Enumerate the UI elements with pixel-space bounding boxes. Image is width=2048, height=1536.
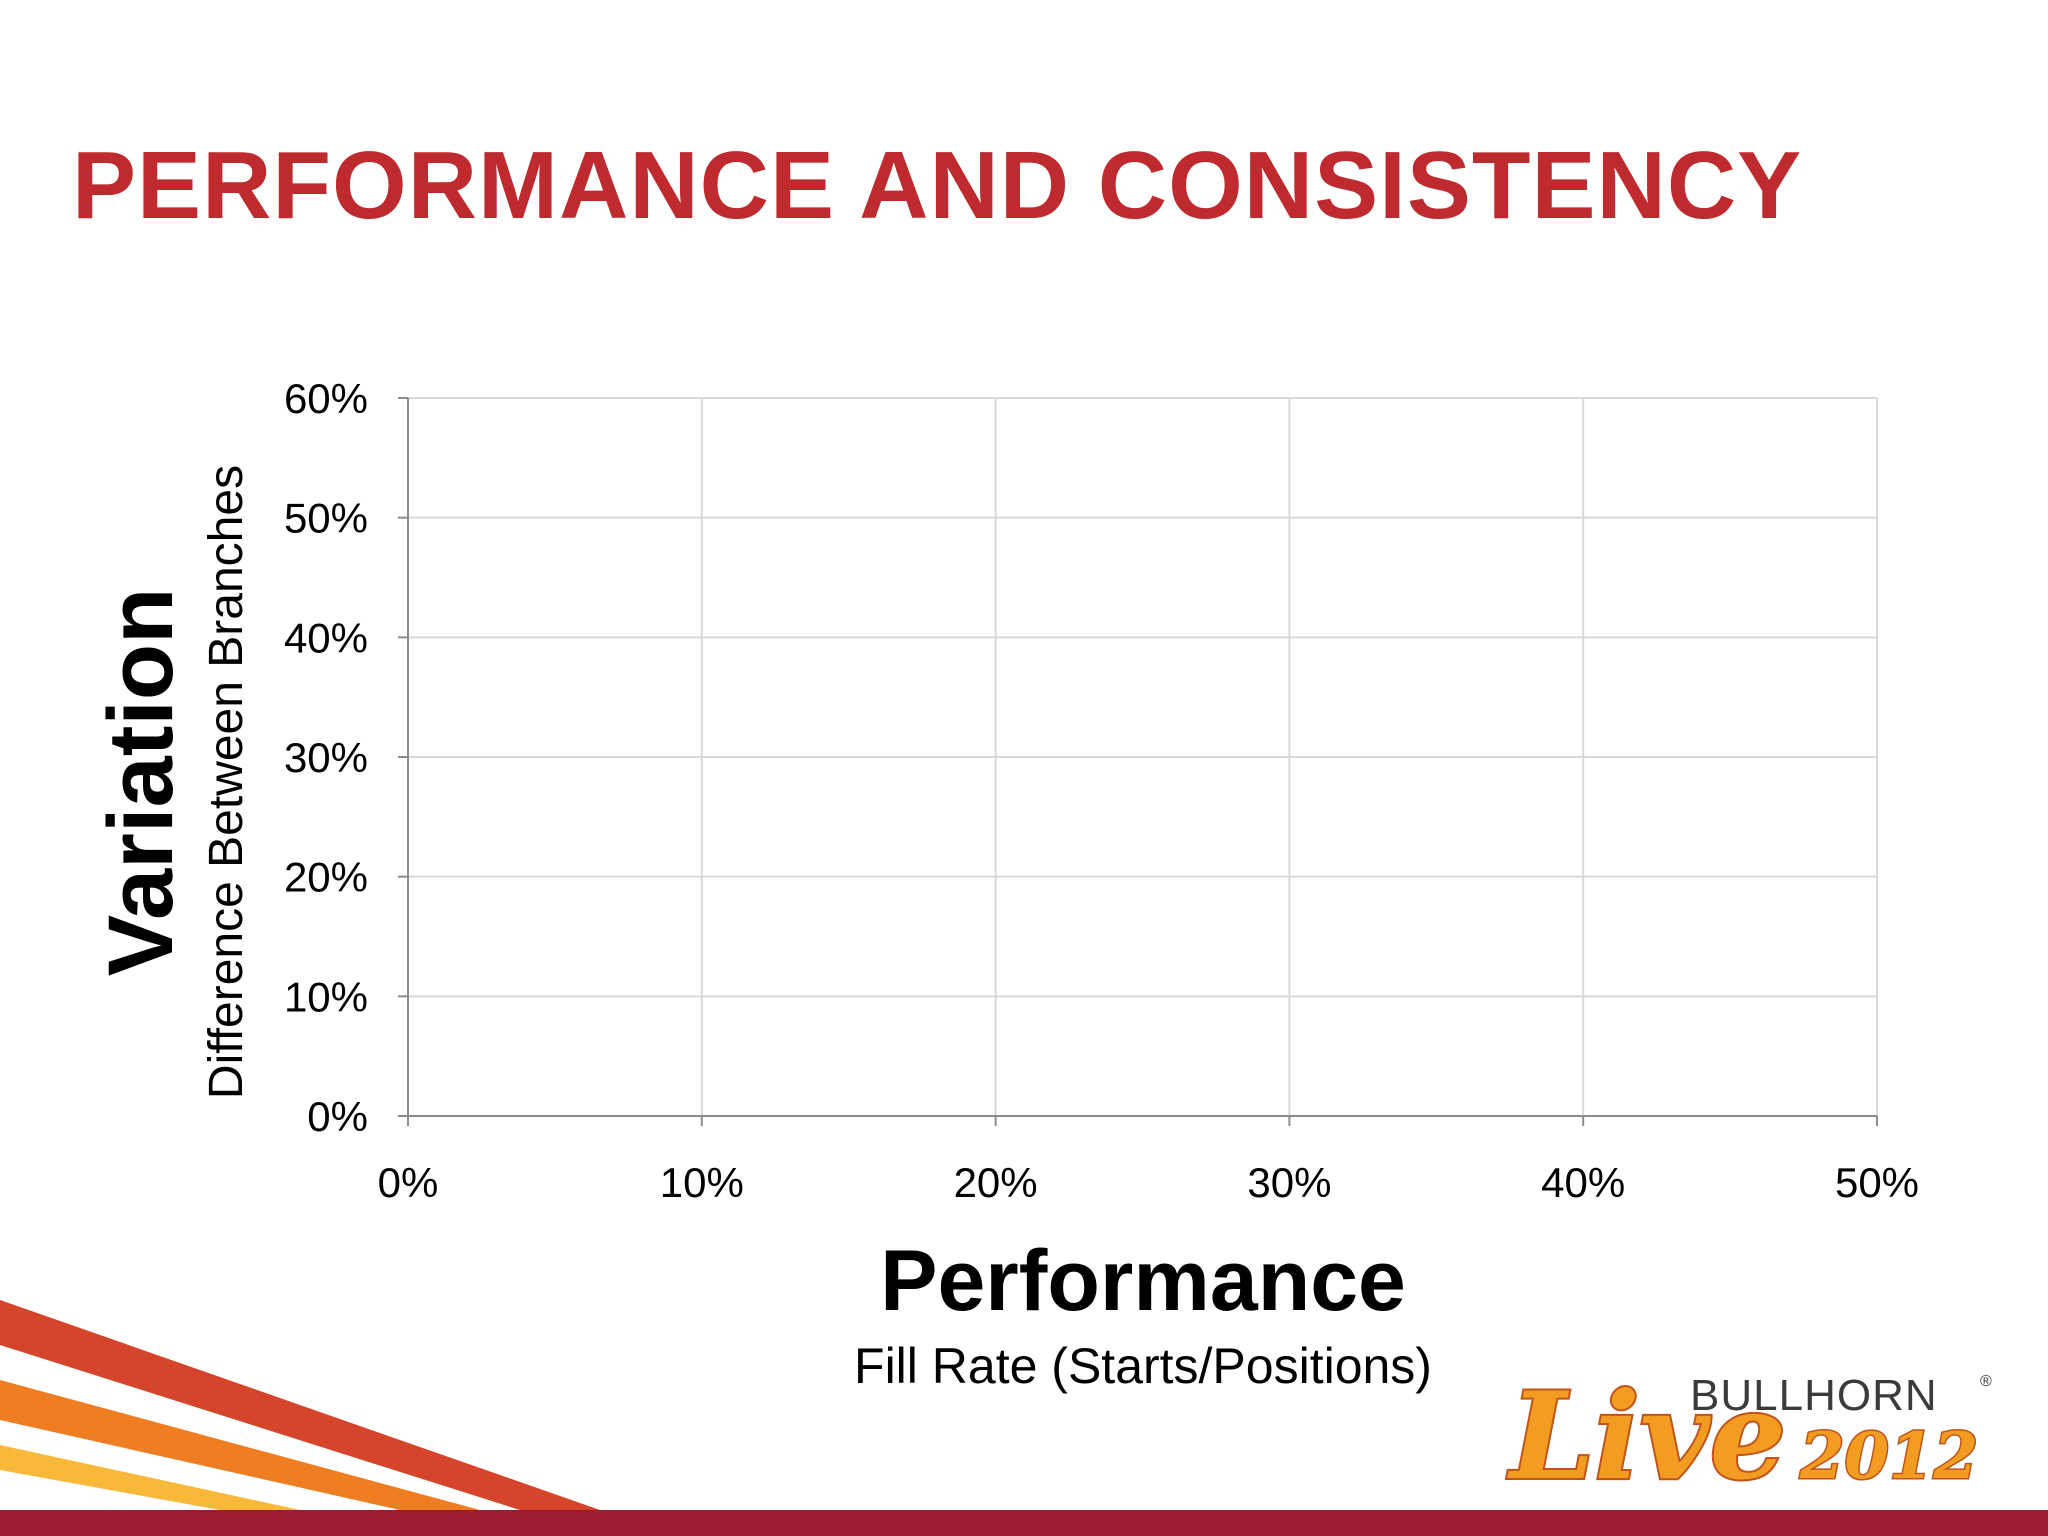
slide-title: PERFORMANCE AND CONSISTENCY bbox=[72, 132, 1803, 239]
logo-live-text: Live bbox=[1507, 1366, 1786, 1507]
x-tick-label: 50% bbox=[1835, 1159, 1919, 1206]
y-tick-label: 20% bbox=[284, 854, 368, 901]
grid-lines bbox=[398, 397, 1878, 1126]
stripe-red bbox=[0, 1300, 600, 1510]
logo-registered-mark: ® bbox=[1980, 1373, 1992, 1390]
logo-year-text: 2012 bbox=[1799, 1419, 1978, 1494]
x-axis-subtitle: Fill Rate (Starts/Positions) bbox=[854, 1338, 1432, 1394]
x-tick-labels: 0% 10% 20% 30% 40% 50% bbox=[378, 1159, 1919, 1206]
y-tick-label: 60% bbox=[284, 375, 368, 422]
y-tick-label: 50% bbox=[284, 495, 368, 542]
x-tick-label: 0% bbox=[378, 1159, 439, 1206]
y-axis-subtitle: Difference Between Branches bbox=[200, 465, 253, 1099]
y-tick-labels: 0% 10% 20% 30% 40% 50% 60% bbox=[284, 375, 368, 1140]
stripe-yellow bbox=[0, 1445, 300, 1510]
bottom-bar bbox=[0, 1510, 2048, 1536]
y-tick-label: 40% bbox=[284, 614, 368, 661]
x-tick-label: 30% bbox=[1247, 1159, 1331, 1206]
x-tick-label: 40% bbox=[1541, 1159, 1625, 1206]
y-tick-label: 10% bbox=[284, 973, 368, 1020]
logo-brand-text: BULLHORN bbox=[1690, 1371, 1938, 1420]
y-tick-label: 30% bbox=[284, 734, 368, 781]
x-axis-title: Performance bbox=[880, 1233, 1406, 1329]
y-tick-label: 0% bbox=[307, 1093, 368, 1140]
stripe-orange bbox=[0, 1380, 480, 1510]
y-axis-title: Variation bbox=[90, 588, 192, 977]
axes bbox=[407, 398, 1877, 1117]
x-tick-label: 20% bbox=[954, 1159, 1038, 1206]
x-tick-label: 10% bbox=[660, 1159, 744, 1206]
